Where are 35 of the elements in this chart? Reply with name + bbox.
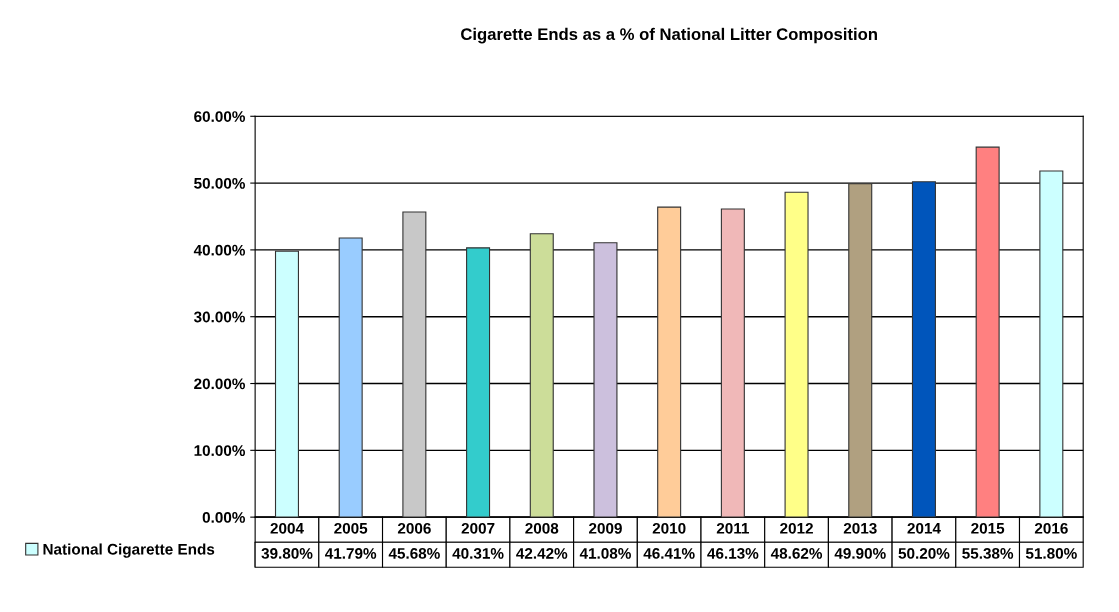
- x-tick-label: 2004: [270, 522, 304, 534]
- data-label: 55.38%: [962, 548, 1014, 559]
- y-tick-label: 10.00%: [194, 445, 246, 457]
- data-label: 46.41%: [643, 548, 695, 559]
- x-tick-label: 2006: [397, 522, 431, 534]
- x-tick-label: 2013: [843, 522, 877, 534]
- data-label: 39.80%: [261, 548, 313, 559]
- x-tick-label: 2009: [589, 522, 622, 534]
- data-label: 48.62%: [770, 548, 823, 559]
- data-label: 46.13%: [707, 548, 759, 559]
- x-tick-label: 2011: [716, 522, 750, 534]
- data-label: 49.90%: [834, 548, 886, 559]
- x-tick-label: 2005: [334, 522, 368, 534]
- chart-title: Cigarette Ends as a % of National Litter Composition: [461, 27, 877, 44]
- data-label: 41.08%: [579, 548, 631, 559]
- data-label: 51.80%: [1025, 548, 1077, 559]
- x-tick-label: 2008: [525, 522, 559, 534]
- data-label: 41.79%: [325, 548, 377, 559]
- data-label: 40.31%: [452, 548, 504, 559]
- x-tick-label: 2016: [1034, 522, 1068, 534]
- y-tick-label: 30.00%: [193, 311, 246, 323]
- data-label: 50.20%: [898, 548, 950, 559]
- y-tick-label: 0.00%: [202, 512, 246, 523]
- y-tick-label: 40.00%: [193, 244, 246, 256]
- y-tick-label: 50.00%: [194, 177, 246, 189]
- x-tick-label: 2014: [907, 522, 941, 534]
- x-tick-label: 2010: [652, 522, 686, 534]
- y-tick-label: 20.00%: [194, 378, 246, 390]
- x-tick-label: 2012: [780, 522, 813, 534]
- y-tick-label: 60.00%: [194, 111, 246, 122]
- legend-label: National Cigarette Ends: [43, 543, 215, 558]
- x-tick-label: 2007: [461, 522, 495, 534]
- data-label: 42.42%: [516, 548, 568, 559]
- data-label: 45.68%: [388, 548, 440, 559]
- x-tick-label: 2015: [971, 522, 1005, 534]
